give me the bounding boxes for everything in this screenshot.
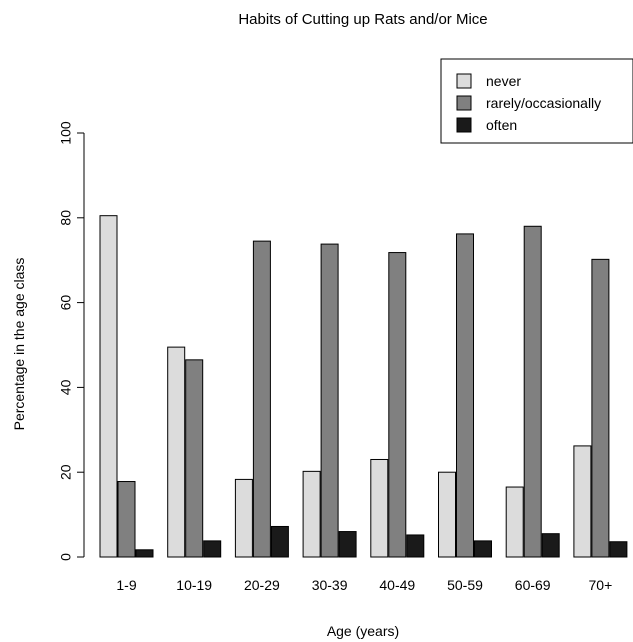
y-axis-label: Percentage in the age class	[11, 258, 27, 431]
bar-70--rarely-occasionally	[591, 258, 610, 558]
bar-60-69-often	[541, 533, 560, 558]
bar-10-19-often	[203, 540, 222, 558]
bar-50-59-often	[474, 540, 492, 558]
x-tick-label: 50-59	[447, 577, 483, 593]
bar-50-59-rarely-occasionally	[456, 233, 474, 558]
y-tick-label: 0	[58, 553, 74, 561]
bar-70--never	[573, 445, 592, 558]
x-tick-label: 70+	[589, 577, 613, 593]
bar-50-59-never	[438, 471, 456, 558]
bar-20-29-never	[234, 478, 253, 558]
legend-swatch	[456, 117, 472, 133]
y-axis: 0 20 40 60 80 100	[58, 121, 85, 561]
bar-20-29-rarely-occasionally	[252, 240, 271, 558]
bar-60-69-rarely-occasionally	[523, 225, 542, 558]
bar-10-19-rarely-occasionally	[185, 359, 204, 558]
bar-30-39-often	[338, 531, 357, 558]
bar-1-9-often	[135, 549, 154, 558]
bar-70--often	[609, 541, 628, 558]
legend: never rarely/occasionally often	[440, 58, 633, 144]
bar-10-19-never	[167, 346, 186, 558]
legend-swatch	[456, 95, 472, 111]
x-tick-label: 30-39	[312, 577, 348, 593]
y-tick-label: 40	[58, 379, 74, 395]
bar-40-49-rarely-occasionally	[388, 252, 407, 558]
x-tick-label: 40-49	[379, 577, 415, 593]
legend-item-label: rarely/occasionally	[486, 95, 601, 111]
y-tick-label: 100	[58, 121, 74, 145]
bar-1-9-never	[99, 215, 118, 558]
chart-title: Habits of Cutting up Rats and/or Mice	[238, 11, 487, 28]
bar-30-39-rarely-occasionally	[320, 243, 339, 558]
bar-30-39-never	[302, 470, 321, 558]
x-axis: 1-9 10-19 20-29 30-39 40-49 50-59 60-69 70+	[116, 577, 612, 593]
bar-1-9-rarely-occasionally	[117, 481, 136, 558]
x-axis-label: Age (years)	[327, 623, 399, 639]
bar-20-29-often	[270, 525, 289, 558]
legend-item-label: often	[486, 117, 517, 133]
y-tick-label: 20	[58, 464, 74, 480]
bars	[99, 215, 628, 558]
bar-60-69-never	[505, 486, 524, 558]
bar-40-49-never	[370, 458, 389, 558]
legend-box	[440, 58, 633, 144]
x-tick-label: 60-69	[515, 577, 551, 593]
bar-40-49-often	[406, 534, 425, 558]
y-tick-label: 80	[58, 210, 74, 226]
x-tick-label: 1-9	[116, 577, 136, 593]
legend-swatch	[456, 73, 472, 89]
x-tick-label: 20-29	[244, 577, 280, 593]
y-tick-label: 60	[58, 295, 74, 311]
legend-item-label: never	[486, 73, 521, 89]
x-tick-label: 10-19	[176, 577, 212, 593]
